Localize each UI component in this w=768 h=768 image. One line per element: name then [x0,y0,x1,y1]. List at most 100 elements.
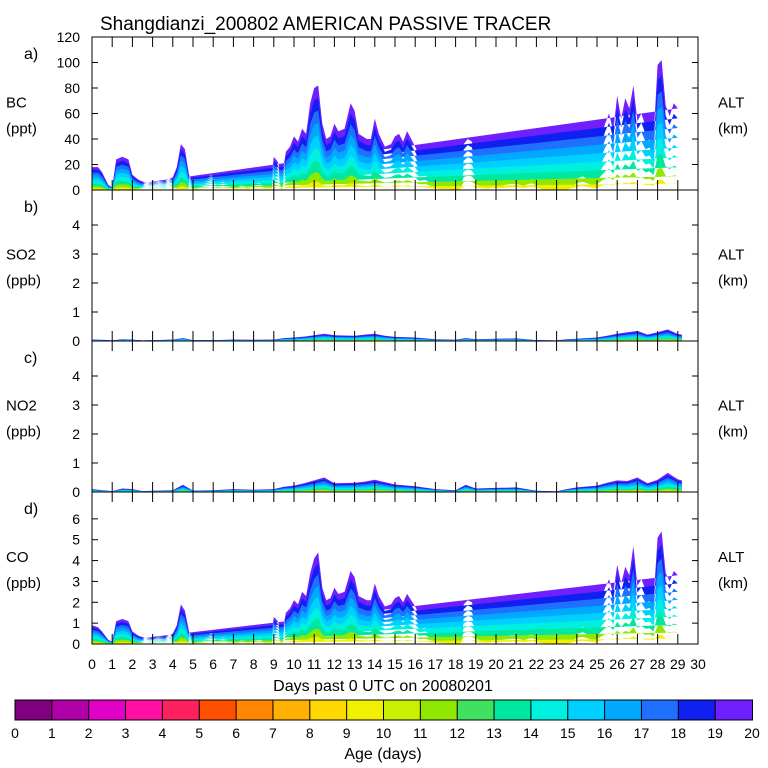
age-band-8 [92,179,678,190]
colorbar-tick-label: 13 [486,725,502,741]
x-tick-label: 2 [129,656,137,672]
panel-no2: 0 1 2 3 4 c) NO2 (ppb) ALT (km) [6,340,748,500]
species-label: CO [6,549,29,566]
colorbar-tick-label: 17 [634,725,650,741]
y-tick-label: 2 [72,426,80,442]
panel-so2: 0 1 2 3 4 b) SO2 (ppb) ALT (km) [6,189,748,349]
age-band-6 [92,153,678,190]
panel-letter: b) [24,199,38,216]
age-band-8 [92,490,682,492]
colorbar-swatch [14,699,53,721]
colorbar-tick-label: 11 [413,725,428,741]
colorbar-swatch [714,699,754,721]
age-band-5 [92,138,678,190]
y-tick-label: 2 [72,594,80,610]
right-axis-unit: (km) [718,121,748,138]
colorbar-tick-label: 6 [232,725,240,741]
x-tick-label: 22 [529,656,545,672]
x-tick-label: 5 [189,656,197,672]
x-tick-label: 24 [569,656,585,672]
y-tick-label: 0 [72,333,80,349]
y-tick-label: 1 [72,455,80,471]
x-tick-label: 20 [488,656,504,672]
y-tick-label: 4 [72,553,80,569]
species-label: SO2 [6,247,36,264]
panel-co: 0 1 2 3 4 5 6 d) CO (ppb) ALT (km) [6,491,748,652]
y-tick-label: 0 [72,636,80,652]
age-band-2 [92,91,678,190]
colorbar-tick-label: 1 [48,725,56,741]
colorbar-swatch [493,699,532,721]
x-tick-label: 9 [270,656,278,672]
x-tick-label: 23 [549,656,565,672]
right-axis-label: ALT [718,247,744,264]
y-tick-label: 2 [72,275,80,291]
colorbar-swatch [235,699,274,721]
panels-layer: 020406080100120a)BC(ppt)ALT(km)01234b)SO… [6,29,748,672]
x-tick-label: 25 [589,656,605,672]
unit-label: (ppb) [6,424,41,441]
colorbar-tick-label: 3 [122,725,130,741]
colorbar-tick-label: 4 [159,725,167,741]
x-tick-label: 17 [428,656,444,672]
x-tick-label: 12 [327,656,343,672]
age-band-0 [92,60,678,190]
age-band-3 [92,106,678,190]
colorbar-swatch [309,699,348,721]
y-tick-label: 40 [64,131,80,147]
colorbar-swatch [125,699,164,721]
right-axis-unit: (km) [718,273,748,290]
x-tick-label: 16 [407,656,423,672]
x-tick-label: 26 [609,656,625,672]
right-axis-unit: (km) [718,575,748,592]
colorbar-tick-label: 9 [343,725,351,741]
colorbar-tick-label: 19 [707,725,723,741]
age-band-4 [92,122,678,190]
colorbar-swatch [456,699,496,721]
y-tick-label: 0 [72,484,80,500]
x-tick-label: 21 [508,656,524,672]
x-tick-label: 3 [149,656,157,672]
colorbar-swatch [198,699,238,721]
colorbar-swatch [161,699,201,721]
panel-bc: 0 20 40 60 80 100 120 a) BC (ppt) ALT (km) [6,29,748,198]
panel-letter: d) [24,501,38,518]
x-tick-label: 1 [108,656,116,672]
species-label: NO2 [6,398,37,415]
y-tick-label: 1 [72,304,80,320]
colorbar-tick-label: 15 [560,725,576,741]
colorbar-swatch [419,699,459,721]
colorbar-swatch [51,699,90,721]
colorbar-swatch [567,699,606,721]
y-tick-label: 5 [72,532,80,548]
y-tick-label: 60 [64,106,80,122]
y-tick-label: 120 [57,29,81,45]
x-tick-label: 10 [286,656,302,672]
panel-frame [91,340,699,493]
x-tick-labels: 0 1 2 3 4 5 6 7 8 9 10 11 12 13 14 15 16 17 18 19 20 21 22 23 24… [88,656,706,672]
x-tick-label: 27 [630,656,646,672]
y-tick-label: 20 [64,157,80,173]
colorbar-swatch [383,699,422,721]
y-tick-label: 100 [57,55,81,71]
y-tick-label: 3 [72,246,80,262]
x-tick-label: 29 [670,656,686,672]
x-tick-label: 30 [690,656,706,672]
colorbar-swatch [272,699,311,721]
colorbar-tick-label: 14 [523,725,539,741]
panel-letter: a) [24,46,38,63]
colorbar-tick-label: 5 [195,725,203,741]
colorbar-tick-label: 12 [449,725,465,741]
unit-label: (ppb) [6,575,41,592]
x-tick-label: 13 [347,656,363,672]
colorbar-swatch [530,699,569,721]
x-tick-label: 0 [88,656,96,672]
right-axis-label: ALT [718,549,744,566]
colorbar-tick-label: 18 [671,725,687,741]
colorbar-swatch [604,699,643,721]
colorbar-label: Age (days) [344,746,421,763]
colorbar-tick-label: 20 [744,725,760,741]
x-tick-label: 18 [448,656,464,672]
unit-label: (ppt) [6,121,37,138]
